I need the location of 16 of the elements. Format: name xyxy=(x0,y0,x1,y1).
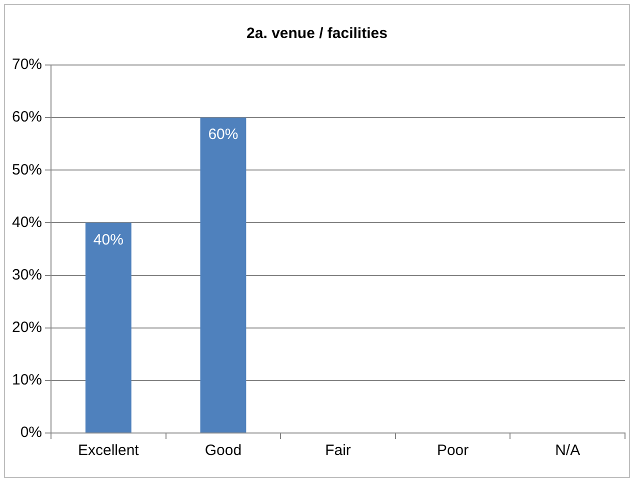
y-tick-label: 60% xyxy=(12,108,42,126)
x-tick-label: Excellent xyxy=(78,442,140,460)
x-tick-label: N/A xyxy=(555,442,580,460)
chart-title: 2a. venue / facilities xyxy=(246,25,388,42)
x-tick-label: Fair xyxy=(325,442,351,460)
data-label: 60% xyxy=(208,126,238,144)
y-tick-label: 10% xyxy=(12,372,42,389)
y-tick-label: 40% xyxy=(12,214,42,231)
y-tick-label: 20% xyxy=(12,319,42,336)
x-tick-label: Good xyxy=(204,442,242,460)
y-tick-label: 50% xyxy=(12,161,42,178)
y-tick-label: 0% xyxy=(20,424,42,442)
y-tick-label: 30% xyxy=(12,266,42,284)
x-tick-label: Poor xyxy=(436,442,469,460)
y-tick-label: 70% xyxy=(12,56,42,74)
data-label: 40% xyxy=(93,231,124,248)
